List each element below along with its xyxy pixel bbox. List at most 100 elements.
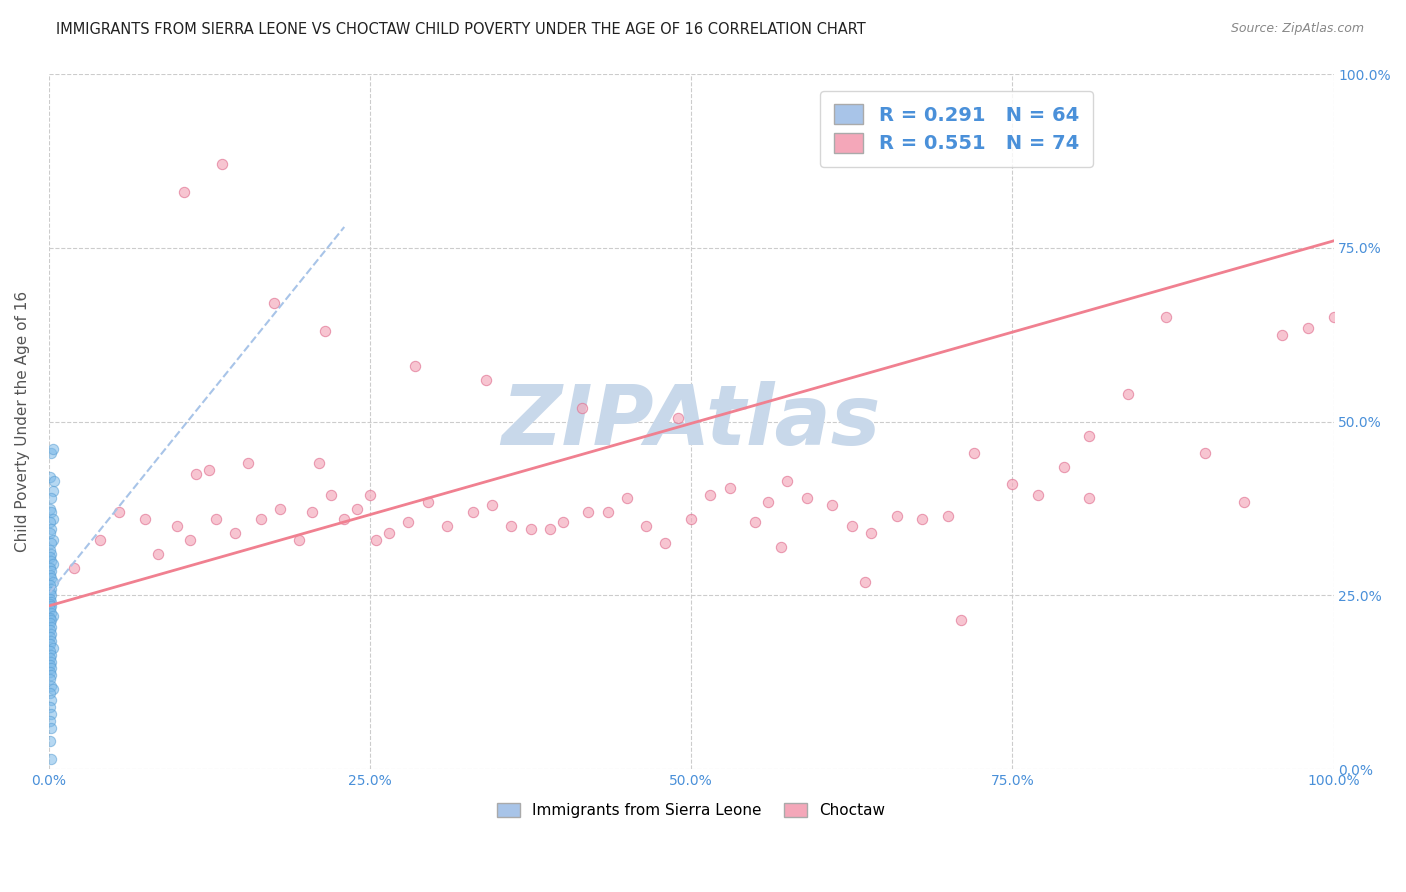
Point (41, 613, 63, 627)
Point (41, 606, 63, 620)
Point (39, 602, 62, 616)
Point (39, 658, 62, 673)
Point (41, 558, 63, 572)
Point (39, 616, 62, 631)
Point (666, 411, 689, 425)
Point (41, 668, 63, 682)
Point (744, 516, 766, 530)
Point (41, 533, 63, 547)
Point (41, 574, 63, 589)
Point (538, 523, 561, 537)
Legend: Immigrants from Sierra Leone, Choctaw: Immigrants from Sierra Leone, Choctaw (491, 797, 891, 824)
Point (39, 644, 62, 658)
Point (39, 624, 62, 638)
Point (404, 359, 426, 373)
Point (41, 582, 63, 596)
Point (654, 536, 676, 550)
Point (41, 491, 63, 505)
Point (949, 613, 972, 627)
Point (41, 693, 63, 707)
Point (1078, 428, 1101, 442)
Point (41, 609, 63, 624)
Point (821, 498, 844, 512)
Point (1194, 446, 1216, 460)
Point (288, 533, 311, 547)
Point (41, 633, 63, 648)
Point (39, 665, 62, 679)
Point (41, 442, 63, 457)
Point (39, 516, 62, 530)
Point (39, 567, 62, 582)
Point (41, 599, 63, 613)
Point (39, 699, 62, 714)
Point (859, 525, 882, 540)
Point (359, 488, 381, 502)
Point (416, 494, 439, 508)
Point (39, 597, 62, 611)
Point (224, 525, 246, 540)
Point (39, 470, 62, 484)
Point (699, 488, 721, 502)
Point (39, 501, 62, 516)
Text: ZIPAtlas: ZIPAtlas (502, 381, 880, 462)
Point (39, 611, 62, 625)
Point (346, 501, 368, 516)
Point (39, 637, 62, 651)
Point (911, 512, 934, 526)
Point (366, 533, 388, 547)
Point (1156, 310, 1178, 325)
Point (1078, 491, 1101, 505)
Point (146, 547, 169, 561)
Point (39, 630, 62, 644)
Point (41, 682, 63, 697)
Point (936, 508, 959, 523)
Point (551, 516, 574, 530)
Point (616, 491, 638, 505)
Point (269, 501, 291, 516)
Point (301, 505, 323, 519)
Point (41, 620, 63, 634)
Point (41, 512, 63, 526)
Point (398, 516, 420, 530)
Point (41, 655, 63, 669)
Point (481, 498, 503, 512)
Point (179, 533, 201, 547)
Point (756, 494, 779, 508)
Point (41, 626, 63, 640)
Point (39, 591, 62, 606)
Point (776, 474, 799, 488)
Point (321, 488, 343, 502)
Point (41, 640, 63, 655)
Text: Source: ZipAtlas.com: Source: ZipAtlas.com (1230, 22, 1364, 36)
Point (314, 324, 336, 338)
Point (1053, 459, 1076, 474)
Point (41, 523, 63, 537)
Y-axis label: Child Poverty Under the Age of 16: Child Poverty Under the Age of 16 (15, 291, 30, 552)
Point (39, 525, 62, 540)
Point (1116, 387, 1139, 401)
Point (333, 512, 356, 526)
Point (211, 157, 233, 171)
Point (63, 560, 86, 574)
Point (681, 512, 703, 526)
Point (39, 651, 62, 665)
Point (39, 578, 62, 592)
Point (596, 505, 619, 519)
Point (166, 519, 188, 533)
Point (1322, 310, 1344, 325)
Point (41, 571, 63, 585)
Point (474, 373, 496, 387)
Point (41, 484, 63, 499)
Text: IMMIGRANTS FROM SIERRA LEONE VS CHOCTAW CHILD POVERTY UNDER THE AGE OF 16 CORREL: IMMIGRANTS FROM SIERRA LEONE VS CHOCTAW … (56, 22, 866, 37)
Point (718, 481, 741, 495)
Point (41, 752, 63, 766)
Point (41, 721, 63, 735)
Point (39, 550, 62, 565)
Point (571, 401, 593, 415)
Point (108, 505, 131, 519)
Point (796, 491, 818, 505)
Point (204, 512, 226, 526)
Point (41, 446, 63, 460)
Point (576, 505, 599, 519)
Point (519, 523, 541, 537)
